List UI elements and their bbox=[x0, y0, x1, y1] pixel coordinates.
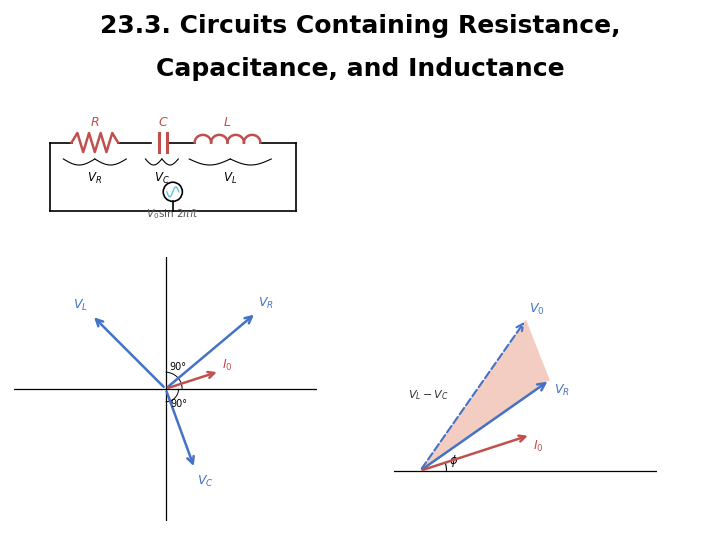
Text: $C$: $C$ bbox=[158, 116, 168, 129]
Text: $L$: $L$ bbox=[223, 116, 232, 129]
Text: Capacitance, and Inductance: Capacitance, and Inductance bbox=[156, 57, 564, 80]
Text: $V_R$: $V_R$ bbox=[87, 171, 102, 186]
Text: 90°: 90° bbox=[169, 362, 186, 372]
Text: $I_0$: $I_0$ bbox=[533, 439, 544, 454]
Text: $I_0$: $I_0$ bbox=[222, 357, 233, 373]
Text: $V_L$: $V_L$ bbox=[73, 298, 89, 313]
Text: 90°: 90° bbox=[171, 399, 187, 409]
Text: $V_R$: $V_R$ bbox=[258, 295, 274, 310]
Text: 23.3. Circuits Containing Resistance,: 23.3. Circuits Containing Resistance, bbox=[100, 14, 620, 37]
Text: $V_0 \sin\, 2\pi ft$: $V_0 \sin\, 2\pi ft$ bbox=[146, 207, 199, 221]
Text: $V_0$: $V_0$ bbox=[528, 302, 544, 317]
Text: $V_R$: $V_R$ bbox=[554, 383, 570, 398]
Text: $V_L$: $V_L$ bbox=[223, 171, 238, 186]
Text: $V_L - V_C$: $V_L - V_C$ bbox=[408, 388, 449, 402]
Text: $R$: $R$ bbox=[90, 116, 99, 129]
Text: $\phi$: $\phi$ bbox=[449, 454, 459, 469]
Polygon shape bbox=[420, 320, 550, 471]
Text: $V_C$: $V_C$ bbox=[197, 474, 214, 489]
Text: $V_C$: $V_C$ bbox=[154, 171, 170, 186]
